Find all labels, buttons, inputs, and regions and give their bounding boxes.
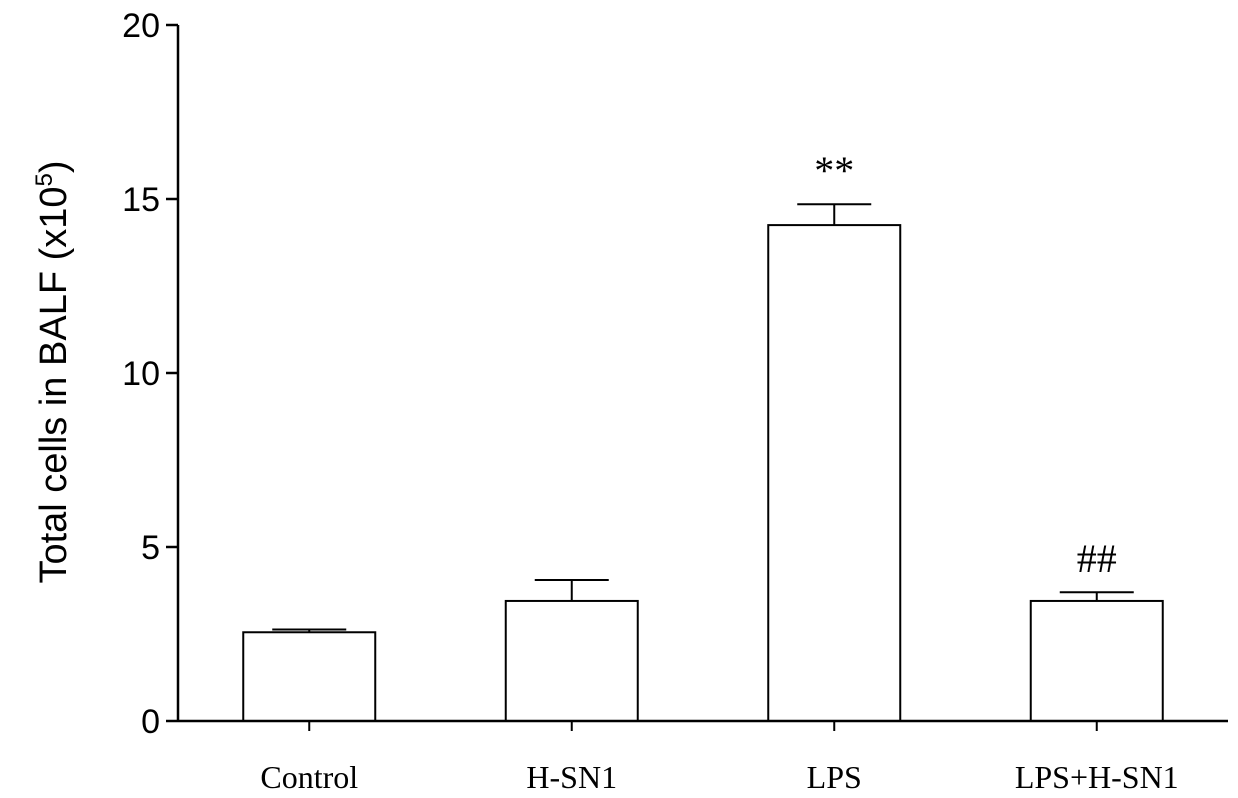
bar-lps-h-sn1 [1029,599,1164,722]
y-axis-label: Total cells in BALF (x105) [31,160,75,583]
x-ticks-group: Control H-SN1 LPS LPS+H-SN1 [260,721,1179,795]
y-tick-label: 5 [141,529,160,567]
y-ticks-group: 0 5 10 15 20 [122,7,178,741]
y-tick-label: 10 [122,355,160,393]
annotations-group: ** ## [814,148,1117,581]
bars-group [242,224,1164,723]
y-axis-label-superscript: 5 [31,173,58,186]
y-axis-label-main: Total cells in BALF (x10 [33,186,75,583]
significance-annotation: ## [1077,536,1117,581]
y-tick-label: 20 [122,7,160,45]
x-tick-label: LPS+H-SN1 [1015,759,1179,795]
y-axis-label-suffix: ) [33,160,75,173]
y-tick-label: 0 [141,703,160,741]
error-bars-group [272,203,1134,633]
x-tick-label: LPS [807,759,862,795]
x-tick-label: Control [260,759,358,795]
significance-annotation: ** [814,148,854,193]
bar-lps [767,224,902,722]
y-tick-label: 15 [122,181,160,219]
bar-h-sn1 [504,599,639,722]
bar-control [242,631,377,723]
x-tick-label: H-SN1 [526,759,617,795]
